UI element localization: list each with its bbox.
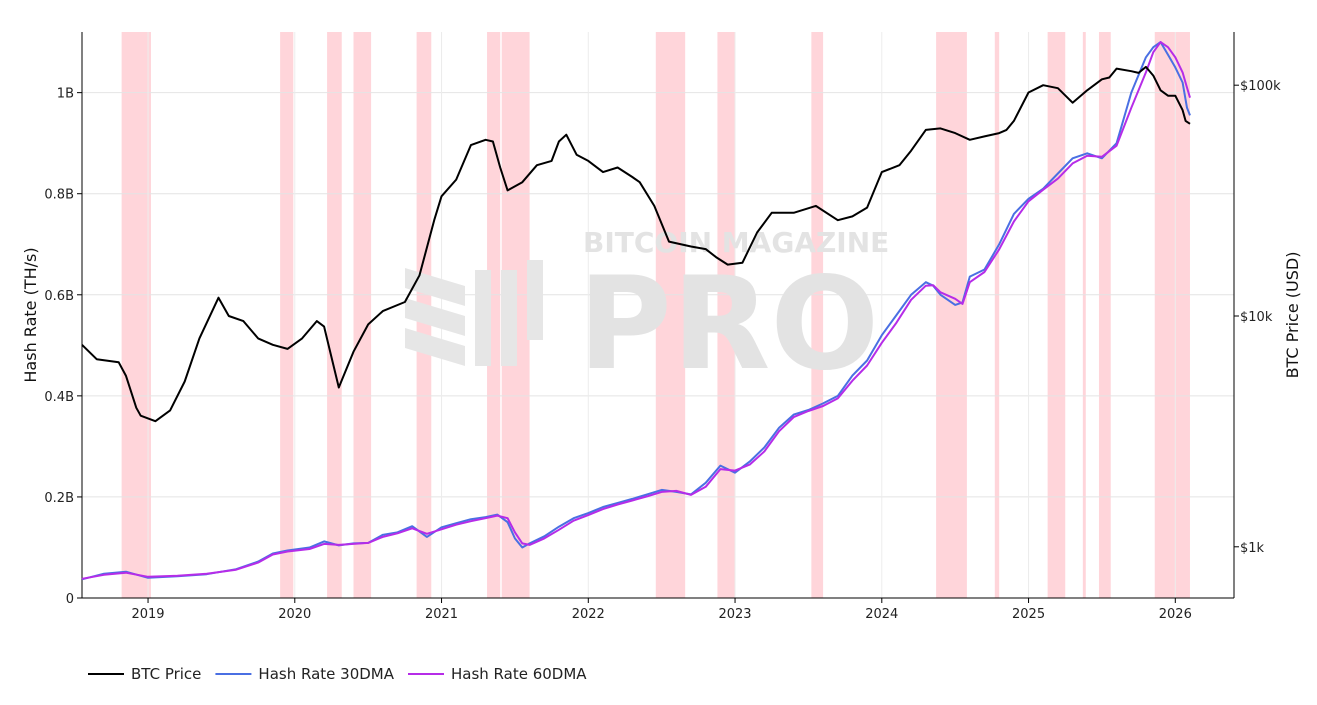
shaded-region-2 — [327, 32, 342, 598]
x-tick-label-1: 2020 — [278, 607, 311, 622]
x-tick-label-0: 2019 — [131, 607, 164, 622]
y-right-tick-label-2: $100k — [1240, 79, 1281, 94]
legend-label-2: Hash Rate 60DMA — [451, 665, 587, 683]
axes-layer — [81, 32, 1235, 599]
watermark-logo-icon — [405, 260, 543, 366]
gridlines-layer — [82, 32, 1234, 598]
shaded-region-8 — [717, 32, 736, 598]
x-tick-label-3: 2022 — [572, 607, 605, 622]
shaded-region-13 — [1082, 32, 1086, 598]
shaded-region-11 — [994, 32, 1000, 598]
x-tick-label-7: 2026 — [1159, 607, 1192, 622]
series-layer — [81, 41, 1191, 581]
shaded-region-15 — [1154, 32, 1190, 598]
watermark-line2: PRO — [578, 250, 879, 399]
shaded-region-12 — [1047, 32, 1066, 598]
y-right-tick-label-0: $1k — [1240, 541, 1265, 556]
y-left-tick-label-4: 0.8B — [44, 188, 74, 203]
y-left-tick-label-1: 0.2B — [44, 491, 74, 506]
series-line-hash-rate-60dma — [81, 41, 1191, 580]
y-left-tick-label-3: 0.6B — [44, 289, 74, 304]
legend-label-1: Hash Rate 30DMA — [258, 665, 394, 683]
shaded-region-0 — [121, 32, 151, 598]
y-left-axis-title: Hash Rate (TH/s) — [21, 247, 40, 382]
watermark-layer: BITCOIN MAGAZINE PRO — [405, 226, 889, 399]
watermark-line1: BITCOIN MAGAZINE — [583, 226, 889, 259]
y-right-tick-label-1: $10k — [1240, 310, 1273, 325]
x-tick-label-6: 2025 — [1012, 607, 1045, 622]
legend: BTC Price Hash Rate 30DMA Hash Rate 60DMA — [88, 665, 587, 683]
shaded-region-9 — [811, 32, 824, 598]
shaded-region-10 — [936, 32, 967, 598]
y-right-axis-title: BTC Price (USD) — [1283, 252, 1302, 379]
shaded-region-1 — [280, 32, 294, 598]
shaded-region-7 — [655, 32, 686, 598]
tick-labels-layer: 0 0.2B 0.4B 0.6B 0.8B 1B 2019 2020 2021 2022 2023 2… — [44, 79, 1281, 622]
x-tick-label-4: 2023 — [718, 607, 751, 622]
shaded-region-14 — [1098, 32, 1111, 598]
series-line-btc-price — [81, 65, 1191, 423]
shaded-region-5 — [487, 32, 501, 598]
y-left-tick-label-5: 1B — [57, 87, 74, 102]
x-tick-label-2: 2021 — [425, 607, 458, 622]
shaded-region-3 — [353, 32, 372, 598]
legend-label-0: BTC Price — [131, 665, 201, 683]
y-left-tick-label-0: 0 — [66, 592, 74, 607]
y-left-tick-label-2: 0.4B — [44, 390, 74, 405]
x-tick-label-5: 2024 — [865, 607, 898, 622]
